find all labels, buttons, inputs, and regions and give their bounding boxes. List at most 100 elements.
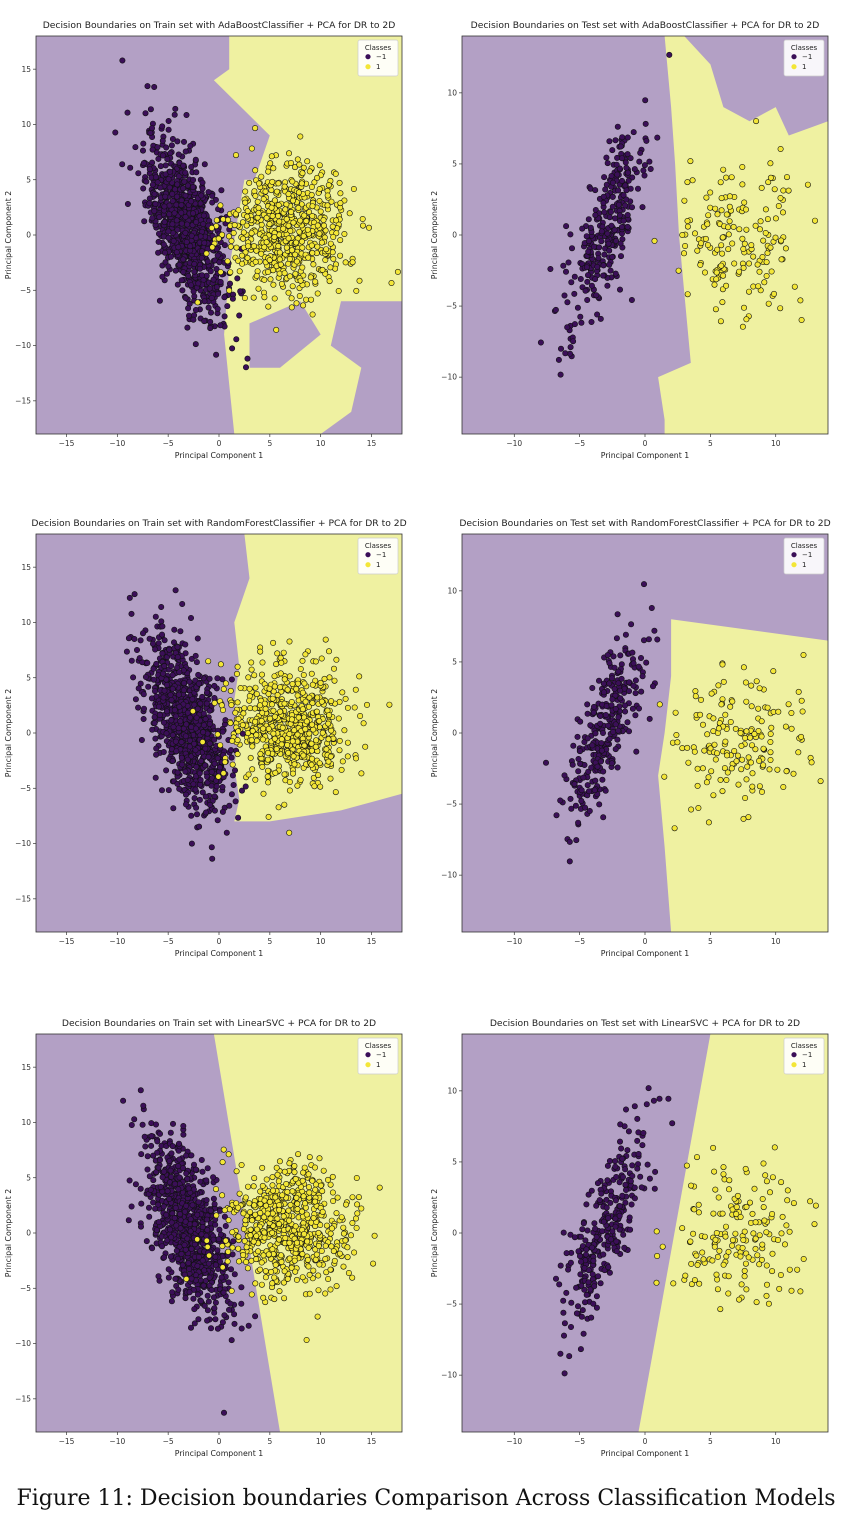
- point-class-pos: [333, 230, 340, 237]
- point-class-neg: [182, 768, 189, 775]
- point-class-pos: [211, 700, 218, 707]
- legend-label-pos: 1: [376, 63, 380, 71]
- point-class-neg: [131, 1116, 138, 1123]
- x-axis-label: Principal Component 1: [601, 451, 689, 460]
- point-class-pos: [287, 160, 294, 167]
- point-class-pos: [743, 316, 750, 323]
- point-class-neg: [194, 635, 201, 642]
- point-class-neg: [201, 239, 208, 246]
- point-class-neg: [609, 203, 616, 210]
- point-class-neg: [628, 296, 635, 303]
- point-class-neg: [147, 106, 154, 113]
- point-class-neg: [160, 670, 167, 677]
- point-class-pos: [341, 231, 348, 238]
- point-class-neg: [199, 1257, 206, 1264]
- point-class-neg: [592, 187, 599, 194]
- point-class-neg: [195, 1316, 202, 1323]
- point-class-pos: [804, 181, 811, 188]
- point-class-pos: [754, 261, 761, 268]
- x-axis-label: Principal Component 1: [601, 949, 689, 958]
- x-tick-label: −15: [59, 439, 75, 448]
- point-class-pos: [692, 693, 699, 700]
- point-class-pos: [750, 253, 757, 260]
- point-class-neg: [183, 801, 190, 808]
- point-class-pos: [697, 696, 704, 703]
- point-class-neg: [162, 259, 169, 266]
- plot-area: [462, 534, 828, 932]
- point-class-neg: [614, 764, 621, 771]
- point-class-neg: [192, 341, 199, 348]
- point-class-neg: [197, 200, 204, 207]
- x-tick-label: 5: [267, 937, 272, 946]
- point-class-neg: [144, 1166, 151, 1173]
- point-class-pos: [226, 287, 233, 294]
- point-class-neg: [208, 309, 215, 316]
- point-class-pos: [265, 813, 272, 820]
- point-class-pos: [244, 213, 251, 220]
- point-class-neg: [164, 682, 171, 689]
- point-class-neg: [192, 652, 199, 659]
- point-class-pos: [301, 742, 308, 749]
- point-class-neg: [641, 162, 648, 169]
- point-class-pos: [708, 768, 715, 775]
- point-class-neg: [225, 1279, 232, 1286]
- point-class-pos: [242, 199, 249, 206]
- point-class-pos: [234, 737, 241, 744]
- point-class-pos: [748, 703, 755, 710]
- point-class-pos: [299, 689, 306, 696]
- point-class-pos: [253, 691, 260, 698]
- point-class-neg: [157, 1130, 164, 1137]
- point-class-neg: [618, 224, 625, 231]
- point-class-pos: [261, 244, 268, 251]
- point-class-pos: [315, 772, 322, 779]
- point-class-pos: [800, 652, 807, 659]
- point-class-neg: [142, 1143, 149, 1150]
- point-class-neg: [156, 297, 163, 304]
- point-class-neg: [168, 1298, 175, 1305]
- point-class-neg: [636, 158, 643, 165]
- point-class-pos: [281, 676, 288, 683]
- point-class-neg: [119, 57, 126, 64]
- point-class-pos: [758, 733, 765, 740]
- point-class-pos: [758, 788, 765, 795]
- point-class-neg: [632, 677, 639, 684]
- point-class-pos: [704, 242, 711, 249]
- point-class-neg: [186, 678, 193, 685]
- point-class-pos: [712, 205, 719, 212]
- point-class-pos: [271, 197, 278, 204]
- point-class-neg: [609, 696, 616, 703]
- point-class-neg: [205, 754, 212, 761]
- point-class-neg: [219, 728, 226, 735]
- point-class-pos: [684, 744, 691, 751]
- point-class-neg: [211, 695, 218, 702]
- point-class-pos: [691, 230, 698, 237]
- point-class-neg: [601, 174, 608, 181]
- point-class-pos: [772, 215, 779, 222]
- point-class-neg: [587, 224, 594, 231]
- point-class-neg: [193, 764, 200, 771]
- point-class-neg: [612, 705, 619, 712]
- point-class-neg: [149, 215, 156, 222]
- point-class-neg: [201, 298, 208, 305]
- point-class-pos: [219, 231, 226, 238]
- point-class-pos: [733, 758, 740, 765]
- point-class-neg: [605, 722, 612, 729]
- point-class-pos: [752, 222, 759, 229]
- point-class-pos: [254, 198, 261, 205]
- point-class-pos: [261, 276, 268, 283]
- point-class-pos: [327, 264, 334, 271]
- point-class-pos: [356, 673, 363, 680]
- point-class-pos: [260, 790, 267, 797]
- point-class-neg: [602, 712, 609, 719]
- point-class-neg: [617, 695, 624, 702]
- point-class-pos: [743, 776, 750, 783]
- point-class-pos: [261, 294, 268, 301]
- point-class-pos: [259, 763, 266, 770]
- point-class-pos: [771, 186, 778, 193]
- point-class-pos: [308, 670, 315, 677]
- point-class-neg: [146, 1213, 153, 1220]
- point-class-pos: [286, 273, 293, 280]
- point-class-neg: [208, 1325, 215, 1332]
- point-class-neg: [597, 315, 604, 322]
- point-class-neg: [152, 735, 159, 742]
